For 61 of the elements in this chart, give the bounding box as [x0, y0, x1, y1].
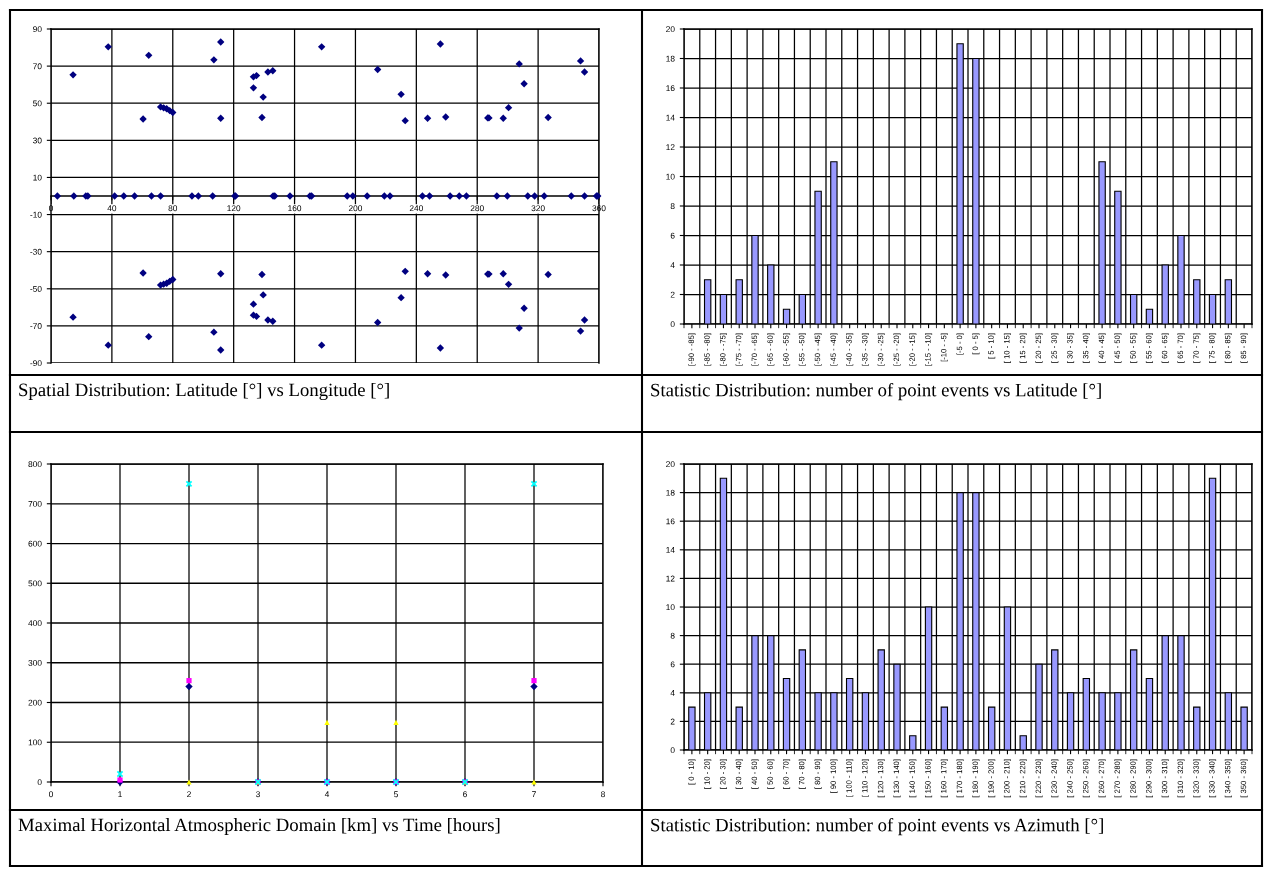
x-tick-label: 8	[601, 791, 605, 798]
y-tick-label: 70	[33, 63, 42, 70]
y-tick-label: 700	[28, 500, 42, 507]
y-tick-label: 12	[666, 575, 675, 582]
y-tick-label: 100	[28, 739, 42, 746]
y-tick-label: 14	[666, 114, 675, 121]
y-tick-label: 4	[670, 690, 675, 696]
y-tick-label: 18	[666, 489, 675, 496]
x-tick-label: 120	[227, 205, 241, 212]
x-tick-label: 6	[463, 791, 467, 798]
y-tick-label: 10	[666, 604, 675, 611]
y-tick-label: 2	[670, 291, 675, 298]
x-tick-label: 0	[49, 205, 53, 212]
y-tick-label: 200	[28, 699, 42, 706]
x-tick-label: 320	[531, 205, 545, 212]
y-tick-label: 10	[33, 174, 42, 181]
x-tick-label: 200	[348, 205, 363, 212]
x-tick-label: 80	[168, 205, 178, 212]
y-tick-label: 8	[670, 632, 675, 639]
y-tick-label: 6	[670, 661, 675, 668]
y-tick-label: 20	[666, 461, 675, 468]
y-tick-label: 4	[670, 262, 675, 269]
y-tick-label: 90	[33, 26, 42, 33]
x-tick-label: 0	[49, 791, 53, 798]
y-tick-label: 6	[670, 232, 675, 239]
y-tick-label: 20	[666, 26, 675, 33]
y-tick-label: 800	[28, 461, 42, 468]
y-tick-label: 18	[666, 55, 675, 62]
y-tick-label: -90	[30, 360, 42, 367]
y-tick-label: 0	[670, 321, 675, 328]
y-tick-label: -10	[30, 211, 42, 218]
text: Maximal Horizontal Atmospheric Domain [km] vs Time [hours]	[18, 818, 500, 835]
y-tick-label: -30	[30, 248, 42, 255]
y-tick-label: 0	[670, 747, 675, 754]
x-tick-label: 1	[118, 791, 122, 798]
y-tick-label: 400	[28, 620, 42, 627]
y-tick-label: 16	[666, 85, 675, 92]
y-tick-label: 14	[666, 547, 675, 553]
x-tick-label: 7	[532, 791, 536, 798]
y-tick-label: 2	[670, 718, 675, 725]
x-tick-label: 240	[409, 205, 423, 212]
x-tick-label: 2	[187, 791, 191, 798]
y-tick-label: 300	[28, 659, 42, 666]
x-tick-label: 40	[107, 205, 117, 212]
x-tick-label: 4	[324, 791, 330, 798]
y-tick-label: -50	[30, 285, 42, 292]
y-tick-label: 600	[28, 540, 42, 547]
x-tick-label: 3	[256, 791, 260, 798]
x-tick-label: 160	[288, 205, 302, 212]
y-tick-label: 12	[666, 144, 675, 151]
text: Spatial Distribution: Latitude [°] vs Longitude [°]	[19, 383, 389, 401]
y-tick-label: 50	[33, 100, 42, 107]
text: Statistic Distribution: number of point events vs Azimuth [°]	[651, 818, 1103, 836]
text: Statistic Distribution: number of point events vs Latitude [°]	[651, 383, 1101, 401]
y-tick-label: 500	[28, 580, 42, 587]
y-tick-label: -70	[30, 323, 42, 329]
y-tick-label: 30	[33, 137, 42, 144]
x-tick-label: 5	[394, 791, 398, 798]
y-tick-label: 16	[666, 518, 675, 525]
x-tick-label: 280	[470, 205, 484, 212]
y-tick-label: 10	[666, 173, 675, 180]
